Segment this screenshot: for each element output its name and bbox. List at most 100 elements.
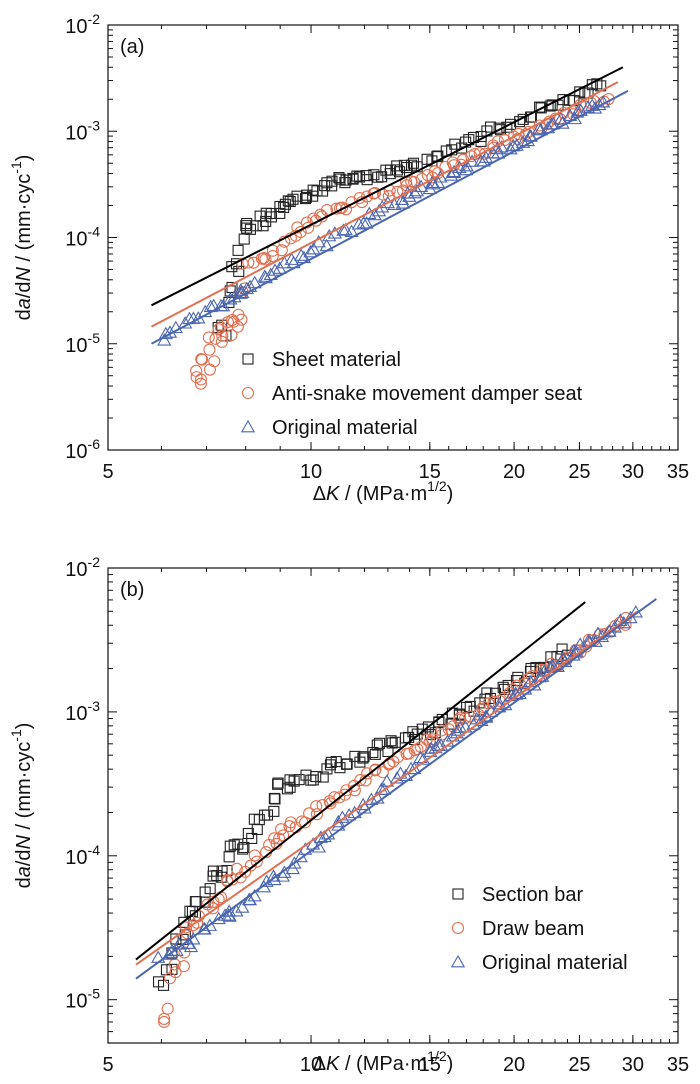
data-point — [248, 849, 261, 862]
data-point — [505, 118, 517, 130]
data-point — [553, 111, 568, 125]
legend-item: Original material — [450, 952, 628, 974]
data-point — [523, 129, 539, 142]
data-point — [265, 211, 277, 223]
y-tick-label: 10-5 — [65, 986, 100, 1013]
data-point — [371, 739, 383, 751]
data-point — [284, 781, 296, 793]
data-point — [287, 856, 302, 869]
data-point — [333, 791, 346, 804]
data-point — [351, 170, 363, 182]
data-point — [269, 793, 281, 805]
data-point — [215, 298, 231, 312]
legend-marker — [451, 921, 465, 935]
data-point — [299, 193, 312, 205]
legend-item: Sheet material — [242, 349, 401, 371]
data-point — [196, 922, 211, 935]
data-point — [510, 679, 523, 692]
data-point — [157, 979, 170, 991]
data-point — [267, 263, 283, 276]
data-point — [394, 192, 410, 205]
x-axis-title: ΔK / (MPa·m1/2) — [313, 478, 454, 505]
y-tick-label: 10-5 — [65, 330, 100, 357]
data-point — [449, 138, 461, 150]
data-point — [411, 743, 424, 756]
legend-label: Sheet material — [272, 349, 401, 371]
data-point — [247, 275, 262, 289]
data-point — [231, 320, 244, 333]
data-point — [523, 672, 536, 685]
series-anti-snake-movement-damper-seat — [190, 93, 615, 390]
data-point — [233, 286, 248, 299]
data-point — [555, 116, 570, 129]
data-point — [361, 767, 374, 780]
data-point — [224, 840, 236, 852]
data-point — [284, 774, 296, 786]
data-point — [169, 966, 182, 979]
data-point — [158, 1015, 171, 1028]
data-point — [221, 908, 236, 921]
data-point — [371, 203, 387, 217]
data-point — [361, 190, 374, 203]
data-point — [169, 943, 184, 956]
legend-item: Section bar — [452, 884, 584, 906]
data-point — [391, 160, 403, 172]
data-point — [300, 216, 313, 229]
legend-label: Original material — [272, 417, 418, 439]
data-point — [235, 285, 250, 299]
data-point — [531, 121, 546, 135]
data-point — [407, 157, 420, 169]
data-point — [400, 186, 415, 199]
data-point — [277, 829, 290, 842]
data-point — [384, 168, 396, 180]
x-axis-title: ΔK / (MPa·m1/2) — [313, 1048, 454, 1075]
data-point — [232, 308, 245, 321]
data-point — [230, 258, 243, 270]
y-axis-title: da/dN / (mm·cyc-1) — [8, 723, 35, 889]
legend-item: Anti-snake movement damper seat — [241, 383, 583, 405]
x-tick-label: 30 — [622, 1054, 644, 1076]
data-point — [215, 335, 228, 348]
plot-area — [135, 598, 657, 1028]
x-tick-label: 5 — [102, 1054, 113, 1076]
data-point — [275, 869, 290, 882]
y-tick-label: 10-4 — [65, 224, 100, 251]
legend-marker — [452, 888, 464, 900]
data-point — [367, 207, 382, 221]
data-point — [407, 185, 422, 199]
data-point — [272, 777, 284, 789]
data-point — [338, 222, 353, 236]
data-point — [494, 140, 509, 153]
plot-area — [151, 66, 629, 390]
data-point — [319, 180, 331, 192]
data-point — [158, 326, 173, 340]
fit-line — [151, 89, 629, 345]
y-tick-label: 10-2 — [65, 11, 100, 38]
data-point — [294, 248, 309, 261]
legend-marker — [242, 353, 254, 365]
data-point — [341, 807, 357, 821]
data-point — [367, 187, 380, 200]
data-point — [376, 766, 389, 779]
data-point — [385, 735, 397, 747]
legend-label: Original material — [482, 952, 628, 974]
data-point — [212, 323, 225, 336]
data-point — [183, 939, 199, 953]
data-point — [266, 249, 279, 263]
data-point — [416, 752, 431, 765]
chart-panel-a: 5 10 15 20 25 30 35 10-6 10-5 10-4 10-3 10-2 (a) ΔK /… — [8, 11, 689, 505]
data-point — [398, 159, 410, 171]
data-point — [232, 244, 244, 256]
x-tick-label: 15 — [419, 461, 441, 483]
plot-frame — [107, 567, 679, 1044]
data-point — [413, 750, 428, 764]
data-point — [203, 343, 216, 356]
data-point — [464, 710, 477, 723]
data-point — [347, 173, 359, 185]
data-point — [261, 809, 274, 821]
data-point — [369, 748, 381, 760]
data-point — [238, 233, 250, 245]
data-point — [501, 121, 513, 133]
x-tick-label: 10 — [300, 461, 322, 483]
